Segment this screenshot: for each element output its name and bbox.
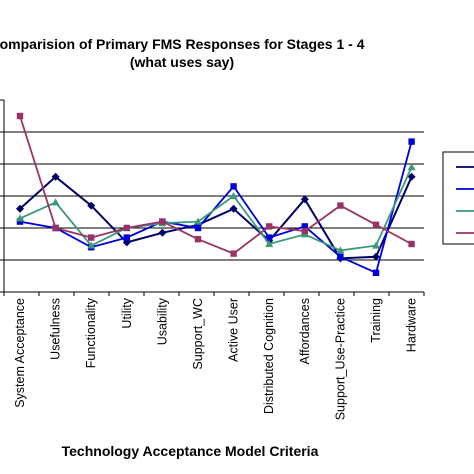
x-tick-label: Active User [227, 298, 241, 362]
chart-subtitle: (what uses say) [129, 54, 235, 70]
data-point [51, 198, 60, 206]
chart-title: Comparision of Primary FMS Responses for… [0, 36, 365, 52]
data-point [266, 234, 273, 241]
data-point [407, 172, 416, 181]
data-point [408, 240, 415, 248]
data-point [123, 224, 130, 232]
data-point [158, 228, 167, 237]
data-point [407, 163, 416, 171]
x-tick-labels: System Acceptance Usefulness Functionality… [13, 297, 419, 420]
data-point [194, 217, 202, 225]
data-point [16, 112, 24, 120]
series-line [19, 115, 413, 255]
series-group [16, 112, 416, 276]
axes [0, 99, 425, 296]
data-point [230, 250, 237, 257]
data-point [337, 202, 344, 209]
data-point [16, 214, 24, 222]
data-point [194, 236, 202, 243]
series-2 [16, 138, 415, 276]
data-point [87, 241, 96, 249]
data-point [265, 240, 274, 247]
data-point [301, 223, 308, 230]
series-line [19, 166, 413, 252]
x-axis-title: Technology Acceptance Model Criteria [61, 443, 319, 459]
data-point [230, 183, 237, 190]
data-point [51, 172, 60, 181]
legend [442, 151, 474, 245]
series-line [19, 141, 413, 275]
data-point [266, 223, 273, 230]
x-tick-label: Support_Use-Practice [333, 298, 347, 420]
data-point [229, 192, 238, 199]
x-tick-label: Affordances [298, 298, 312, 364]
gridlines [4, 131, 424, 261]
data-point [88, 234, 95, 241]
data-point [408, 138, 415, 145]
x-tick-label: Hardware [405, 298, 419, 352]
legend-box [442, 151, 474, 245]
x-tick-label: Utility [120, 297, 134, 328]
data-point [16, 204, 24, 213]
data-point [194, 224, 202, 232]
data-point [372, 241, 380, 249]
x-tick-label: Training [369, 298, 383, 343]
data-point [372, 269, 380, 276]
data-point [300, 195, 309, 204]
data-point [159, 218, 166, 225]
data-point [52, 224, 59, 232]
x-tick-label: Support_WC [191, 298, 205, 370]
data-point [336, 246, 345, 254]
data-point [123, 234, 130, 241]
data-point [301, 228, 308, 235]
series-line [19, 175, 413, 260]
data-point [372, 252, 380, 261]
data-point [372, 221, 380, 228]
data-point [229, 204, 238, 213]
data-point [337, 253, 344, 260]
data-point [16, 218, 24, 225]
x-tick-label: System Acceptance [13, 298, 27, 408]
series-4 [16, 112, 415, 257]
data-point [87, 201, 96, 210]
x-tick-label: Usefulness [49, 298, 63, 360]
x-tick-label: Functionality [84, 297, 98, 368]
x-tick-label: Usability [155, 297, 169, 345]
x-tick-label: Distributed Cognition [262, 298, 276, 414]
series-3 [16, 163, 416, 254]
